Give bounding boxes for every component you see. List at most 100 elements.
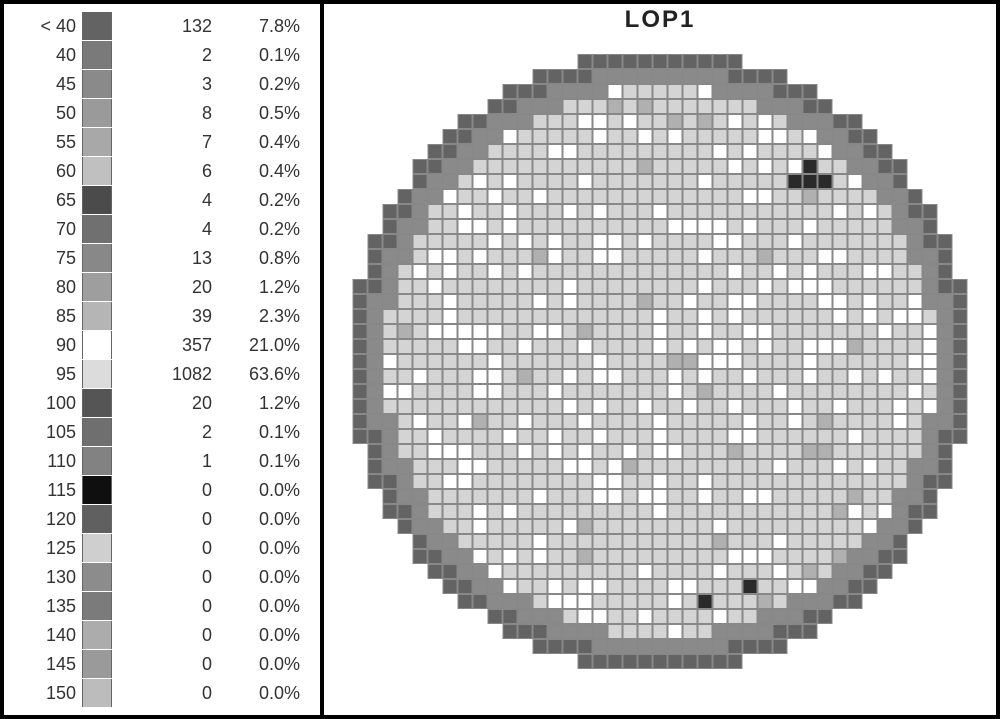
wafer-cell bbox=[458, 204, 473, 219]
wafer-cell bbox=[608, 489, 623, 504]
wafer-empty-cell bbox=[893, 579, 908, 594]
wafer-cell bbox=[473, 219, 488, 234]
legend-count: 39 bbox=[112, 306, 220, 327]
wafer-empty-cell bbox=[953, 204, 968, 219]
wafer-empty-cell bbox=[518, 639, 533, 654]
wafer-cell bbox=[593, 564, 608, 579]
wafer-cell bbox=[908, 294, 923, 309]
wafer-cell bbox=[443, 354, 458, 369]
wafer-empty-cell bbox=[938, 654, 953, 669]
wafer-cell bbox=[563, 369, 578, 384]
wafer-cell bbox=[743, 369, 758, 384]
wafer-empty-cell bbox=[938, 504, 953, 519]
wafer-cell bbox=[668, 369, 683, 384]
wafer-empty-cell bbox=[413, 654, 428, 669]
legend-swatch bbox=[82, 389, 112, 417]
wafer-cell bbox=[638, 219, 653, 234]
wafer-cell bbox=[638, 594, 653, 609]
wafer-cell bbox=[728, 264, 743, 279]
wafer-row bbox=[353, 114, 968, 129]
wafer-cell bbox=[548, 534, 563, 549]
wafer-cell bbox=[773, 279, 788, 294]
wafer-cell bbox=[608, 114, 623, 129]
wafer-cell bbox=[473, 429, 488, 444]
wafer-cell bbox=[698, 594, 713, 609]
wafer-empty-cell bbox=[383, 594, 398, 609]
wafer-empty-cell bbox=[503, 69, 518, 84]
wafer-empty-cell bbox=[488, 69, 503, 84]
wafer-cell bbox=[398, 234, 413, 249]
wafer-empty-cell bbox=[938, 594, 953, 609]
wafer-cell bbox=[518, 534, 533, 549]
wafer-cell bbox=[518, 414, 533, 429]
wafer-cell bbox=[353, 414, 368, 429]
wafer-empty-cell bbox=[953, 69, 968, 84]
wafer-cell bbox=[878, 144, 893, 159]
wafer-cell bbox=[683, 294, 698, 309]
wafer-cell bbox=[593, 99, 608, 114]
wafer-cell bbox=[863, 384, 878, 399]
wafer-cell bbox=[443, 444, 458, 459]
wafer-cell bbox=[578, 534, 593, 549]
wafer-empty-cell bbox=[368, 609, 383, 624]
wafer-cell bbox=[638, 114, 653, 129]
wafer-cell bbox=[653, 234, 668, 249]
wafer-cell bbox=[458, 459, 473, 474]
wafer-cell bbox=[728, 129, 743, 144]
wafer-empty-cell bbox=[953, 189, 968, 204]
wafer-cell bbox=[503, 204, 518, 219]
wafer-cell bbox=[653, 264, 668, 279]
wafer-cell bbox=[353, 324, 368, 339]
wafer-empty-cell bbox=[428, 114, 443, 129]
wafer-cell bbox=[578, 369, 593, 384]
wafer-cell bbox=[773, 114, 788, 129]
wafer-cell bbox=[593, 549, 608, 564]
wafer-cell bbox=[593, 474, 608, 489]
wafer-cell bbox=[833, 444, 848, 459]
legend-label: 135 bbox=[14, 596, 82, 617]
wafer-cell bbox=[623, 204, 638, 219]
wafer-cell bbox=[533, 414, 548, 429]
wafer-cell bbox=[878, 519, 893, 534]
wafer-cell bbox=[713, 549, 728, 564]
wafer-cell bbox=[713, 504, 728, 519]
wafer-cell bbox=[788, 294, 803, 309]
wafer-cell bbox=[653, 639, 668, 654]
wafer-cell bbox=[938, 459, 953, 474]
wafer-cell bbox=[518, 99, 533, 114]
wafer-cell bbox=[938, 249, 953, 264]
legend-pct: 0.0% bbox=[220, 596, 300, 617]
wafer-cell bbox=[593, 159, 608, 174]
wafer-cell bbox=[923, 219, 938, 234]
wafer-cell bbox=[428, 249, 443, 264]
legend-swatch bbox=[82, 99, 112, 127]
wafer-empty-cell bbox=[353, 594, 368, 609]
wafer-cell bbox=[833, 189, 848, 204]
wafer-empty-cell bbox=[353, 249, 368, 264]
wafer-empty-cell bbox=[458, 639, 473, 654]
legend-count: 0 bbox=[112, 567, 220, 588]
wafer-cell bbox=[728, 429, 743, 444]
wafer-cell bbox=[743, 189, 758, 204]
wafer-cell bbox=[353, 309, 368, 324]
wafer-cell bbox=[518, 84, 533, 99]
wafer-cell bbox=[503, 309, 518, 324]
wafer-cell bbox=[728, 564, 743, 579]
wafer-cell bbox=[758, 324, 773, 339]
wafer-cell bbox=[608, 144, 623, 159]
wafer-cell bbox=[593, 279, 608, 294]
wafer-cell bbox=[728, 639, 743, 654]
wafer-cell bbox=[788, 579, 803, 594]
wafer-empty-cell bbox=[368, 564, 383, 579]
legend-count: 1 bbox=[112, 451, 220, 472]
wafer-cell bbox=[773, 264, 788, 279]
wafer-cell bbox=[683, 444, 698, 459]
wafer-cell bbox=[608, 624, 623, 639]
wafer-cell bbox=[713, 249, 728, 264]
wafer-cell bbox=[773, 384, 788, 399]
wafer-empty-cell bbox=[953, 474, 968, 489]
wafer-cell bbox=[578, 489, 593, 504]
wafer-cell bbox=[683, 639, 698, 654]
wafer-cell bbox=[938, 309, 953, 324]
wafer-cell bbox=[383, 294, 398, 309]
